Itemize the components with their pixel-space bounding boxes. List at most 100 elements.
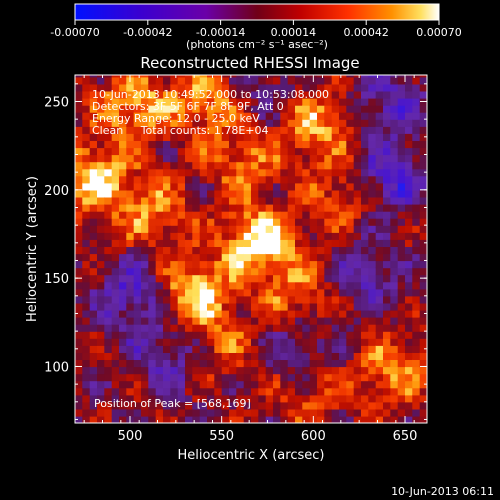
map-pixel: [214, 253, 223, 262]
map-pixel: [199, 359, 208, 368]
map-pixel: [361, 309, 369, 318]
map-pixel: [163, 154, 171, 163]
map-pixel: [229, 119, 237, 127]
map-pixel: [339, 232, 347, 240]
map-pixel: [89, 302, 98, 311]
map-pixel: [302, 126, 311, 134]
map-pixel: [177, 232, 186, 240]
map-pixel: [361, 394, 369, 403]
map-pixel: [331, 324, 340, 332]
map-pixel: [295, 147, 303, 156]
map-pixel: [148, 140, 157, 149]
map-pixel: [324, 274, 333, 283]
map-pixel: [346, 331, 355, 339]
map-pixel: [163, 281, 171, 290]
map-pixel: [419, 415, 427, 423]
map-pixel: [258, 281, 267, 290]
map-pixel: [280, 182, 289, 191]
map-pixel: [302, 359, 311, 368]
map-pixel: [287, 260, 296, 269]
map-pixel: [412, 415, 421, 423]
map-pixel: [346, 189, 355, 198]
map-pixel: [280, 338, 289, 346]
map-pixel: [324, 112, 333, 120]
map-pixel: [353, 83, 362, 92]
map-pixel: [141, 98, 149, 106]
map-pixel: [214, 331, 223, 339]
map-pixel: [309, 317, 318, 325]
map-pixel: [229, 90, 237, 99]
map-pixel: [419, 75, 427, 78]
map-pixel: [104, 408, 113, 417]
map-pixel: [111, 331, 120, 339]
map-pixel: [148, 345, 157, 353]
map-pixel: [295, 366, 303, 375]
map-pixel: [155, 295, 164, 304]
map-pixel: [75, 352, 83, 360]
map-pixel: [258, 76, 267, 85]
map-pixel: [170, 133, 179, 141]
map-pixel: [412, 267, 421, 276]
map-pixel: [287, 267, 296, 276]
map-pixel: [97, 83, 105, 92]
map-pixel: [331, 154, 340, 163]
map-pixel: [339, 260, 347, 269]
map-pixel: [317, 295, 325, 304]
map-pixel: [317, 380, 325, 389]
map-pixel: [287, 168, 296, 177]
map-pixel: [75, 331, 83, 339]
map-pixel: [141, 345, 149, 353]
map-pixel: [287, 352, 296, 360]
map-pixel: [397, 218, 406, 226]
map-pixel: [405, 408, 413, 417]
map-pixel: [214, 182, 223, 191]
map-pixel: [97, 380, 105, 389]
map-pixel: [185, 338, 193, 346]
map-pixel: [133, 380, 142, 389]
map-pixel: [273, 232, 281, 240]
map-pixel: [236, 309, 245, 318]
map-pixels: [75, 75, 427, 423]
map-pixel: [309, 281, 318, 290]
map-pixel: [97, 232, 105, 240]
map-pixel: [214, 302, 223, 311]
map-pixel: [339, 175, 347, 184]
map-pixel: [287, 408, 296, 417]
map-pixel: [214, 359, 223, 368]
map-pixel: [273, 380, 281, 389]
map-pixel: [324, 140, 333, 149]
map-pixel: [397, 401, 406, 410]
map-pixel: [405, 90, 413, 99]
map-pixel: [383, 182, 391, 191]
map-pixel: [280, 175, 289, 184]
map-pixel: [361, 288, 369, 297]
map-pixel: [405, 119, 413, 127]
map-pixel: [148, 260, 157, 269]
map-pixel: [236, 154, 245, 163]
map-pixel: [133, 239, 142, 247]
map-pixel: [75, 154, 83, 163]
map-pixel: [126, 112, 135, 120]
map-pixel: [229, 415, 237, 423]
map-pixel: [375, 168, 384, 177]
map-pixel: [192, 366, 201, 375]
map-pixel: [163, 98, 171, 106]
map-pixel: [353, 126, 362, 134]
colorbar-ticks: -0.00070 -0.00042 -0.00014 0.00014 0.00042 0.…: [50, 20, 462, 39]
map-pixel: [126, 359, 135, 368]
map-pixel: [405, 415, 413, 423]
map-pixel: [353, 112, 362, 120]
map-pixel: [214, 309, 223, 318]
map-pixel: [258, 75, 267, 78]
map-pixel: [199, 211, 208, 219]
map-pixel: [353, 239, 362, 247]
map-pixel: [170, 373, 179, 382]
map-pixel: [148, 232, 157, 240]
map-pixel: [368, 317, 377, 325]
map-pixel: [265, 76, 274, 85]
map-pixel: [111, 196, 120, 205]
map-pixel: [192, 218, 201, 226]
map-pixel: [104, 309, 113, 318]
map-pixel: [273, 218, 281, 226]
map-pixel: [287, 204, 296, 212]
